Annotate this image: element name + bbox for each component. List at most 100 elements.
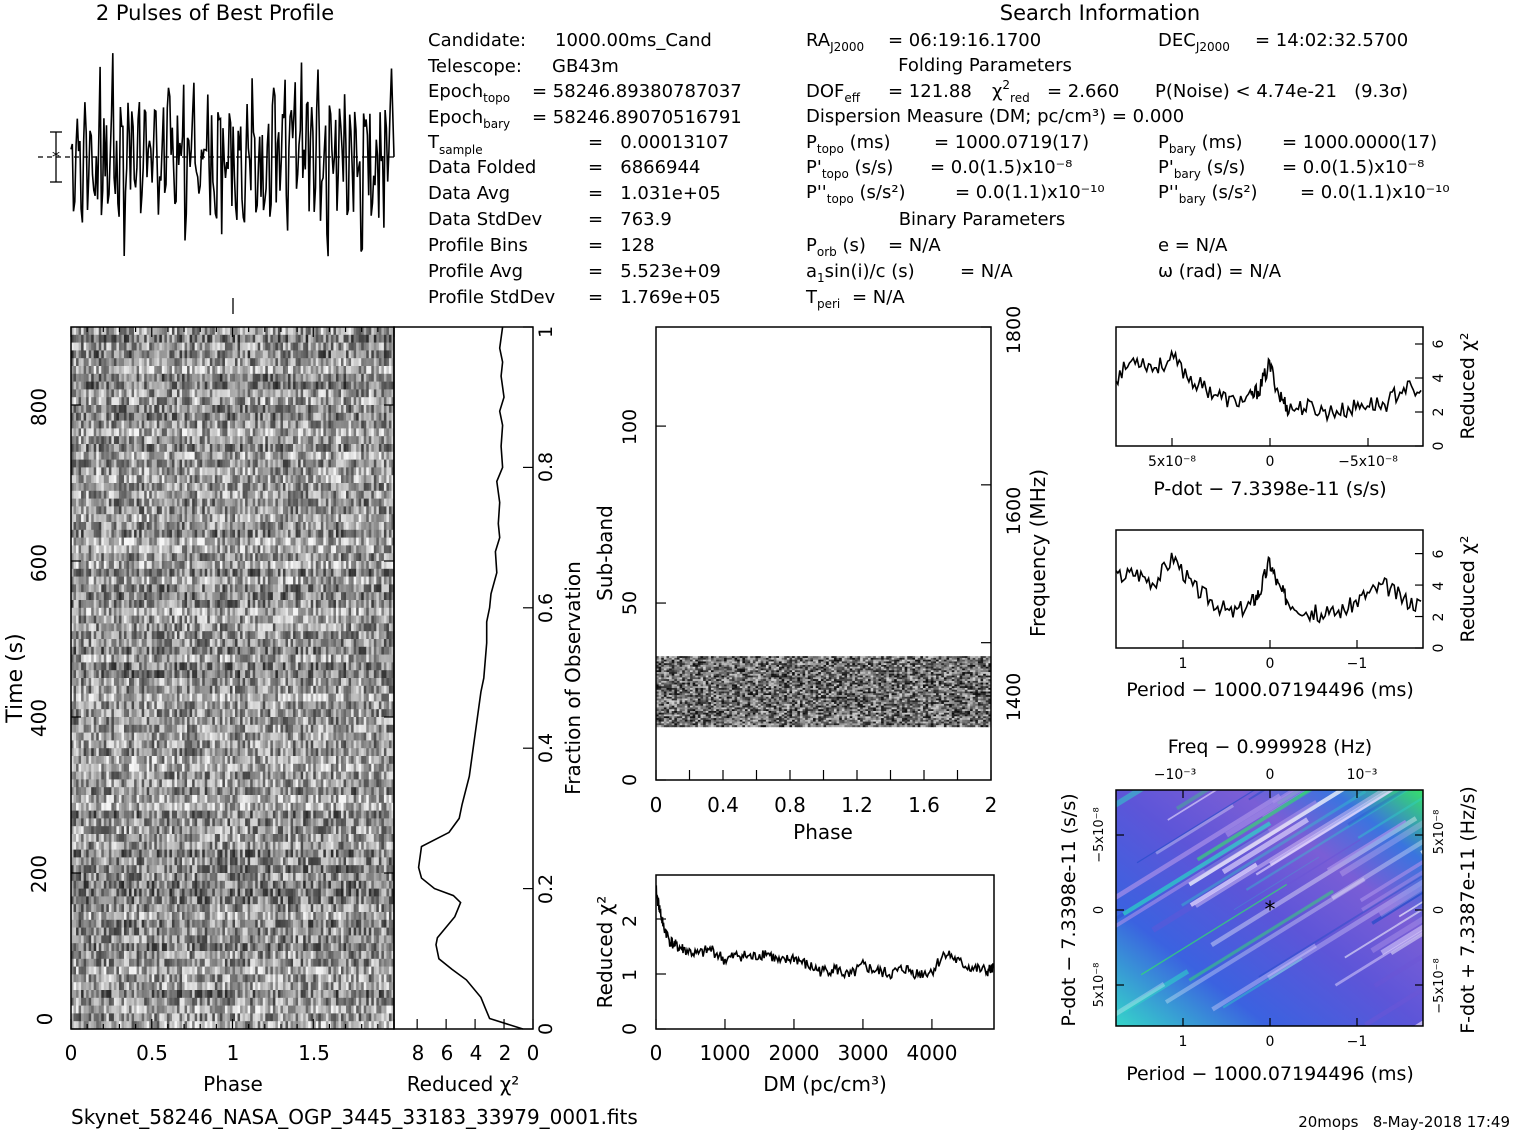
time-phase-cell	[123, 428, 127, 437]
time-phase-cell	[277, 420, 281, 429]
time-phase-cell	[164, 428, 168, 437]
time-phase-cell	[118, 420, 122, 429]
time-phase-cell	[192, 373, 195, 382]
time-phase-cell	[353, 358, 357, 367]
time-phase-cell	[161, 623, 165, 632]
time-phase-cell	[103, 623, 107, 632]
time-phase-cell	[101, 459, 105, 468]
time-phase-cell	[232, 584, 236, 593]
time-phase-cell	[103, 529, 107, 538]
time-phase-cell	[103, 350, 107, 359]
time-phase-cell	[101, 342, 105, 351]
time-phase-cell	[368, 584, 372, 593]
time-phase-cell	[217, 615, 221, 624]
time-phase-cell	[219, 506, 223, 515]
time-phase-cell	[156, 334, 160, 343]
time-phase-cell	[76, 600, 79, 609]
time-phase-cell	[86, 459, 89, 468]
time-phase-cell	[209, 389, 213, 398]
time-phase-cell	[194, 334, 198, 343]
time-phase-cell	[348, 475, 352, 484]
time-phase-cell	[330, 475, 334, 484]
time-phase-cell	[93, 522, 97, 531]
time-phase-cell	[146, 451, 150, 460]
time-phase-cell	[305, 358, 309, 367]
search-info-title: Search Information	[1000, 1, 1200, 25]
time-phase-cell	[217, 592, 221, 601]
time-phase-cell	[131, 483, 135, 492]
time-phase-cell	[353, 576, 357, 585]
time-phase-cell	[303, 490, 306, 499]
time-phase-cell	[298, 381, 301, 390]
time-phase-cell	[224, 600, 228, 609]
time-phase-cell	[305, 483, 309, 492]
time-phase-cell	[293, 600, 296, 609]
time-phase-cell	[343, 529, 347, 538]
time-phase-cell	[290, 615, 294, 624]
time-phase-cell	[242, 615, 246, 624]
time-phase-cell	[277, 522, 281, 531]
time-phase-cell	[300, 358, 304, 367]
time-phase-cell	[164, 568, 168, 577]
time-phase-cell	[106, 568, 110, 577]
time-phase-cell	[93, 467, 97, 476]
time-phase-cell	[171, 576, 175, 585]
time-phase-cell	[86, 436, 89, 445]
time-phase-cell	[78, 459, 82, 468]
time-phase-cell	[346, 327, 349, 336]
time-phase-cell	[310, 334, 314, 343]
time-phase-cell	[207, 428, 211, 437]
time-phase-cell	[204, 444, 208, 453]
time-phase-cell	[227, 397, 231, 406]
time-phase-cell	[156, 428, 160, 437]
time-phase-cell	[134, 397, 137, 406]
time-phase-cell	[88, 600, 92, 609]
time-phase-cell	[378, 498, 382, 507]
time-phase-cell	[267, 498, 271, 507]
time-phase-cell	[141, 459, 145, 468]
time-phase-cell	[376, 545, 380, 554]
time-phase-cell	[192, 615, 195, 624]
time-phase-cell	[204, 553, 208, 562]
time-phase-cell	[237, 514, 241, 523]
time-phase-cell	[295, 334, 299, 343]
time-phase-cell	[166, 584, 170, 593]
time-phase-cell	[288, 483, 291, 492]
time-phase-cell	[391, 607, 394, 616]
time-phase-cell	[240, 522, 243, 531]
time-phase-cell	[179, 381, 183, 390]
time-phase-cell	[139, 568, 142, 577]
time-phase-cell	[257, 334, 261, 343]
time-phase-cell	[192, 451, 195, 460]
time-phase-cell	[282, 444, 286, 453]
time-phase-cell	[267, 405, 271, 414]
time-phase-cell	[76, 615, 79, 624]
time-phase-cell	[187, 389, 190, 398]
time-phase-cell	[144, 483, 147, 492]
time-phase-cell	[371, 592, 375, 601]
time-phase-cell	[242, 576, 246, 585]
time-phase-cell	[305, 366, 309, 375]
time-phase-cell	[209, 373, 213, 382]
time-phase-cell	[245, 436, 248, 445]
time-phase-cell	[131, 537, 135, 546]
time-phase-cell	[282, 467, 286, 476]
time-phase-cell	[277, 397, 281, 406]
time-phase-cell	[217, 475, 221, 484]
time-phase-cell	[308, 342, 312, 351]
time-phase-cell	[219, 483, 223, 492]
time-phase-cell	[285, 514, 289, 523]
time-phase-cell	[179, 373, 183, 382]
time-phase-cell	[212, 420, 216, 429]
time-phase-cell	[343, 607, 347, 616]
time-phase-cell	[96, 584, 100, 593]
time-phase-cell	[298, 397, 301, 406]
time-phase-cell	[313, 490, 317, 499]
time-phase-cell	[325, 389, 329, 398]
time-phase-cell	[204, 459, 208, 468]
time-phase-cell	[98, 366, 102, 375]
time-phase-cell	[146, 389, 150, 398]
time-phase-cell	[320, 444, 324, 453]
time-phase-cell	[285, 436, 289, 445]
time-phase-cell	[126, 342, 130, 351]
